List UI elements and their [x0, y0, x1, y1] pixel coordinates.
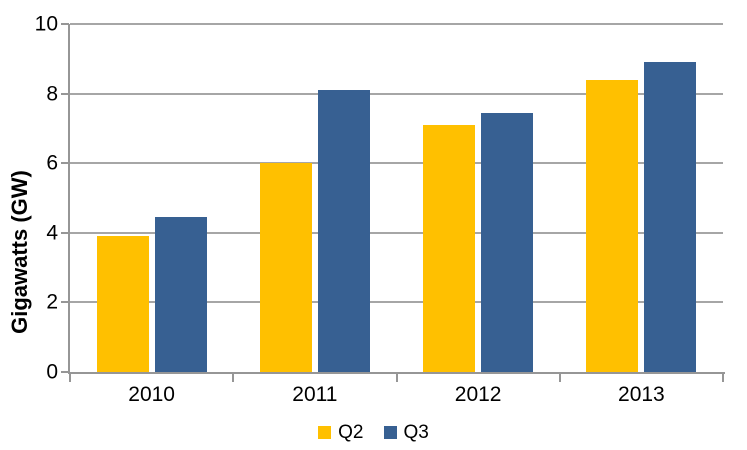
- x-axis-boundary-tick-4: [722, 374, 724, 382]
- plot-area: [61, 23, 725, 382]
- legend-label-q3: Q3: [403, 422, 429, 443]
- x-tick-label-2011: 2011: [292, 383, 338, 406]
- y-axis-tick-0: [61, 371, 69, 373]
- gridline-y-10: [70, 23, 723, 25]
- legend-item-q3: Q3: [383, 422, 429, 443]
- bar-group-2011: [233, 24, 396, 372]
- x-axis-boundary-tick-1: [232, 374, 235, 382]
- y-axis-line: [68, 24, 70, 372]
- y-tick-label-6: 6: [46, 151, 58, 175]
- x-axis-boundary-tick-0: [69, 374, 71, 382]
- bar-q3-2012: [481, 112, 534, 372]
- bar-group-2013: [560, 24, 723, 372]
- legend-swatch-q3: [383, 426, 397, 439]
- bar-q2-2013: [586, 79, 639, 372]
- y-axis-tick-labels: 0 2 4 6 8 10: [0, 14, 58, 383]
- bar-q2-2011: [259, 163, 312, 372]
- bar-q2-2010: [96, 236, 149, 372]
- x-axis-line: [68, 372, 725, 374]
- bar-q2-2012: [423, 124, 476, 372]
- gridline-y-8: [70, 92, 723, 95]
- x-axis-tick-labels: 2010 2011 2012 2013: [70, 382, 723, 407]
- x-tick-label-2013: 2013: [618, 383, 665, 406]
- legend-item-q2: Q2: [318, 422, 364, 443]
- y-tick-label-0: 0: [46, 360, 58, 384]
- y-tick-label-2: 2: [46, 290, 58, 314]
- x-tick-label-2012: 2012: [454, 383, 502, 406]
- bar-q3-2013: [644, 62, 697, 372]
- x-axis-boundary-tick-2: [395, 374, 398, 382]
- gridline-y-2: [70, 301, 723, 304]
- legend-swatch-q2: [318, 426, 332, 439]
- gridline-y-4: [70, 231, 723, 234]
- y-tick-label-8: 8: [46, 82, 58, 106]
- y-axis-tick-2: [61, 301, 69, 304]
- gridline-y-6: [70, 162, 723, 165]
- x-axis-boundary-tick-3: [558, 374, 561, 382]
- y-axis-tick-4: [61, 231, 69, 234]
- y-axis-tick-6: [61, 162, 69, 165]
- x-tick-label-2010: 2010: [128, 383, 175, 406]
- y-tick-label-10: 10: [34, 12, 58, 36]
- bar-group-2010: [70, 24, 233, 372]
- bar-q3-2011: [317, 90, 370, 372]
- y-axis-tick-8: [61, 92, 69, 95]
- y-tick-label-4: 4: [46, 221, 58, 245]
- legend: Q2 Q3: [0, 423, 747, 442]
- legend-label-q2: Q2: [338, 422, 364, 443]
- y-axis-tick-10: [61, 23, 69, 25]
- bar-q3-2010: [154, 217, 207, 372]
- bar-group-2012: [397, 24, 560, 372]
